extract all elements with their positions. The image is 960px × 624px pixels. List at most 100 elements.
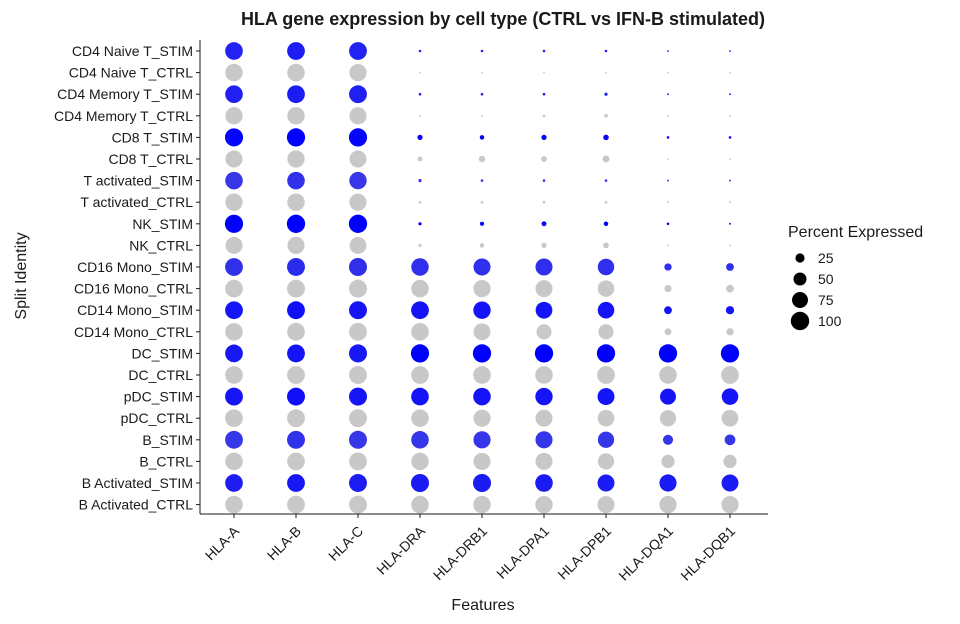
dot <box>542 114 546 118</box>
dot <box>664 263 672 271</box>
dot <box>349 236 367 254</box>
dot <box>225 279 243 298</box>
dot <box>473 387 491 406</box>
dot <box>287 258 305 276</box>
dot <box>535 409 553 427</box>
dot <box>541 156 547 162</box>
dot <box>473 258 491 276</box>
y-tick-label: CD4 Memory T_STIM <box>57 86 193 102</box>
dot <box>480 179 484 182</box>
y-tick-label: CD14 Mono_CTRL <box>74 324 193 340</box>
dot <box>481 114 483 117</box>
dot <box>723 454 737 469</box>
dot <box>348 257 368 277</box>
dot <box>287 474 305 492</box>
dot <box>658 344 678 363</box>
dot <box>225 322 243 341</box>
dot <box>225 258 243 276</box>
dot <box>666 222 670 226</box>
dot <box>535 366 553 384</box>
x-tick-label: HLA-C <box>325 523 366 564</box>
dot <box>287 344 305 363</box>
dot <box>225 474 243 492</box>
dot <box>667 93 669 96</box>
y-tick-label: T activated_STIM <box>84 173 193 189</box>
dot <box>411 279 429 298</box>
dot <box>225 344 243 363</box>
dot <box>605 71 607 74</box>
dot <box>603 134 609 141</box>
dot <box>225 366 243 384</box>
dot <box>411 409 429 427</box>
axes <box>199 40 768 515</box>
dot <box>479 221 485 226</box>
dot <box>473 366 491 384</box>
dot <box>287 452 305 471</box>
dot <box>604 179 608 182</box>
dot <box>667 179 669 182</box>
dot <box>473 452 491 470</box>
x-tick-label: HLA-B <box>264 523 304 563</box>
dot <box>472 344 492 363</box>
dot <box>287 85 305 104</box>
dot <box>287 236 305 254</box>
y-tick-label: B_STIM <box>142 432 193 448</box>
dot <box>597 301 615 319</box>
dot <box>725 306 735 315</box>
dot <box>480 92 484 96</box>
dot <box>667 244 669 247</box>
legend-dot <box>795 253 805 263</box>
dot <box>287 171 305 190</box>
dot <box>664 328 672 336</box>
y-axis-label: Split Identity <box>13 232 30 319</box>
dot <box>667 158 669 160</box>
y-tick-label: B_CTRL <box>139 453 193 469</box>
dot <box>225 495 243 514</box>
dots-layer <box>224 42 740 514</box>
dot <box>410 473 430 493</box>
dot <box>535 280 553 298</box>
dot <box>287 279 305 298</box>
dot <box>418 243 422 247</box>
dot <box>349 322 367 341</box>
dot <box>729 158 731 160</box>
dot <box>659 410 677 427</box>
dot <box>602 155 610 163</box>
chart-title: HLA gene expression by cell type (CTRL v… <box>241 9 765 29</box>
dot <box>349 85 367 104</box>
dot <box>728 136 732 139</box>
dot <box>724 434 736 446</box>
dot <box>349 150 367 168</box>
dot <box>479 243 485 248</box>
dot <box>349 42 367 60</box>
dot <box>225 193 243 211</box>
dot <box>418 222 422 226</box>
dot <box>411 258 429 276</box>
dot <box>473 495 491 514</box>
y-tick-label: CD4 Naive T_STIM <box>72 43 193 59</box>
dot <box>542 92 546 96</box>
dot <box>541 242 547 248</box>
legend-dot <box>792 292 808 308</box>
dot <box>287 366 305 384</box>
dot <box>729 71 731 74</box>
y-tick-labels: CD4 Naive T_STIM CD4 Naive T_CTRL CD4 Memo… <box>54 43 200 513</box>
dot <box>349 171 367 190</box>
dot <box>473 323 491 341</box>
dot <box>225 236 243 254</box>
dot <box>287 301 305 320</box>
dot <box>287 495 305 514</box>
legend-title: Percent Expressed <box>788 224 923 241</box>
dot <box>349 193 367 211</box>
dot <box>603 242 609 249</box>
dot <box>664 285 672 293</box>
dot <box>349 474 367 492</box>
dot <box>225 171 243 190</box>
dot <box>473 409 491 427</box>
dot <box>726 284 734 293</box>
dot <box>729 179 731 182</box>
dot <box>287 63 305 82</box>
dot <box>472 473 492 493</box>
dot <box>418 179 422 183</box>
dot <box>418 200 422 204</box>
